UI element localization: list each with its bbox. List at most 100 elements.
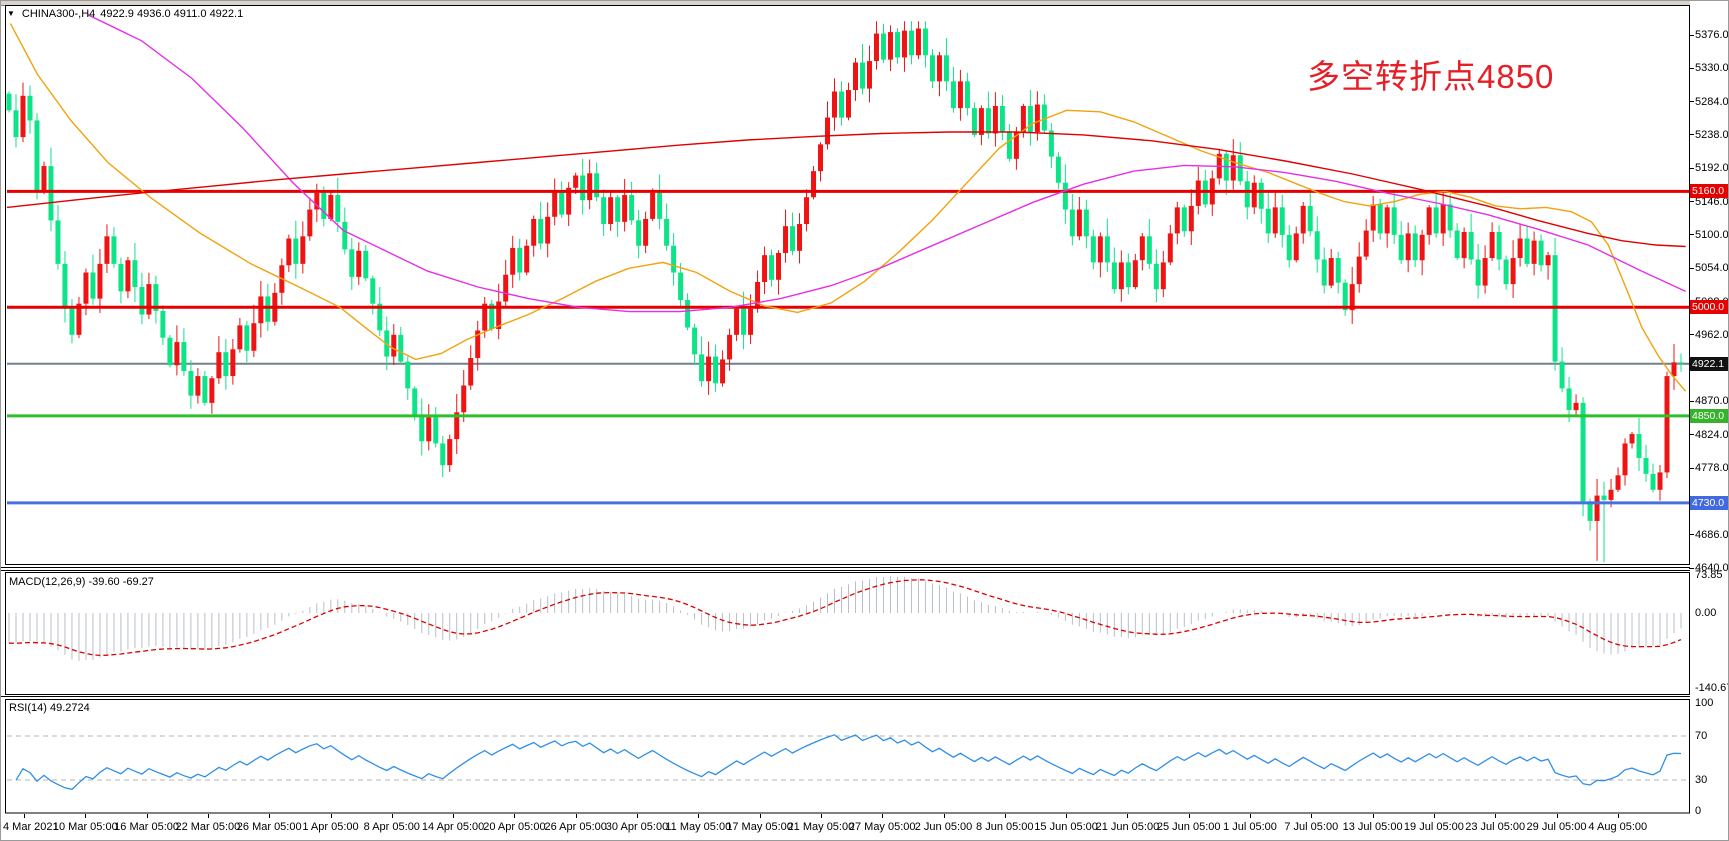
candle-body (1265, 208, 1271, 234)
candle-body (1307, 205, 1313, 232)
candle-body (335, 195, 341, 222)
time-tick-label: 14 Apr 05:00 (421, 821, 485, 833)
candle-body (748, 308, 754, 335)
candle-body (1300, 205, 1306, 234)
candle-body (1006, 132, 1012, 159)
indicator-axis-label: 100 (1695, 697, 1714, 709)
candle-body (55, 220, 61, 264)
price-badge-5160.0: 5160.0 (1690, 184, 1728, 199)
price-tick-mark (1689, 334, 1694, 336)
candle-body (174, 342, 180, 366)
time-tick-mark (514, 814, 516, 818)
candle-body (866, 61, 872, 89)
candle-body (671, 245, 677, 273)
macd-name: MACD(12,26,9) (9, 576, 86, 588)
time-tick-mark (1066, 814, 1068, 818)
candle-body (629, 195, 635, 221)
candle-body (419, 414, 425, 442)
candle-body (922, 28, 928, 56)
candle-body (1615, 475, 1621, 490)
time-tick-mark (146, 814, 148, 818)
time-tick-label: 11 May 05:00 (665, 821, 732, 833)
time-tick-label: 29 Jul 05:00 (1526, 821, 1587, 833)
candle-body (1027, 105, 1033, 133)
candle-body (433, 417, 439, 444)
candle-body (1580, 402, 1586, 502)
time-tick-mark (207, 814, 209, 818)
candle-body (1517, 238, 1523, 259)
candle-body (251, 323, 257, 351)
macd-panel[interactable] (5, 572, 1690, 695)
price-axis[interactable]: 5376.0 5330.0 5284.0 5238.0 5192.0 5146.0 5100… (1689, 1, 1729, 817)
candle-body (943, 55, 949, 82)
price-tick-mark (1689, 67, 1694, 69)
time-tick-label: 25 Jun 05:00 (1156, 821, 1221, 833)
candle-body (1104, 236, 1110, 263)
indicator-axis-label: 30 (1695, 774, 1708, 786)
candle-body (783, 226, 789, 253)
candle-body (1657, 472, 1663, 490)
indicator-axis-label: 73.85 (1695, 569, 1723, 581)
candle-body (1055, 156, 1061, 183)
candle-body (1125, 262, 1131, 288)
candle-body (852, 62, 858, 91)
time-tick-mark (1617, 814, 1619, 818)
price-tick-mark (1689, 434, 1694, 436)
candle-body (363, 250, 369, 279)
symbol-ohlc: 4922.9 4936.0 4911.0 4922.1 (100, 8, 244, 20)
candle-body (797, 224, 803, 251)
candle-body (1629, 434, 1635, 444)
time-tick-label: 4 Aug 05:00 (1588, 821, 1648, 833)
time-tick-label: 23 Jul 05:00 (1465, 821, 1526, 833)
candle-body (1468, 231, 1474, 260)
time-tick-label: 8 Apr 05:00 (363, 821, 420, 833)
indicator-axis-label: 70 (1695, 730, 1708, 742)
candle-body (111, 236, 117, 264)
candle-body (839, 91, 845, 118)
candle-body (1587, 501, 1593, 521)
time-tick-label: 2 Jun 05:00 (914, 821, 973, 833)
candle-body (1160, 262, 1166, 290)
candle-body (566, 187, 572, 215)
indicator-axis-label: 0 (1695, 805, 1702, 817)
candle-body (1342, 282, 1348, 311)
candle-body (1335, 258, 1341, 283)
candle-body (1356, 256, 1362, 285)
candle-body (461, 385, 467, 413)
candle-body (1258, 182, 1264, 209)
time-tick-mark (1372, 814, 1374, 818)
candle-body (349, 249, 355, 277)
price-tick-mark (1689, 134, 1694, 136)
candle-body (727, 334, 733, 360)
time-tick-mark (882, 814, 884, 818)
candle-body (90, 272, 96, 299)
candle-body (6, 93, 12, 111)
candle-body (608, 197, 614, 225)
candle-body (1475, 259, 1481, 286)
symbol-dropdown-icon[interactable]: ▼ (7, 9, 15, 18)
candle-body (167, 337, 173, 366)
time-tick-label: 26 Mar 05:00 (236, 821, 302, 833)
candle-body (118, 263, 124, 292)
candle-body (153, 284, 159, 311)
candle-body (985, 108, 991, 134)
price-tick-label: 5100.0 (1695, 228, 1729, 241)
candle-body (391, 334, 397, 357)
time-tick-label: 22 Mar 05:00 (175, 821, 241, 833)
candle-body (1020, 105, 1026, 133)
time-tick-label: 17 May 05:00 (726, 821, 793, 833)
chart-annotation-text: 多空转折点4850 (1307, 58, 1555, 95)
rsi-panel[interactable] (5, 699, 1690, 814)
candle-body (699, 354, 705, 382)
candle-body (454, 412, 460, 440)
time-tick-mark (1127, 814, 1129, 818)
candle-body (1188, 205, 1194, 232)
candle-body (27, 95, 33, 121)
candle-body (181, 342, 187, 372)
candle-body (237, 325, 243, 350)
time-tick-label: 16 Mar 05:00 (114, 821, 180, 833)
candle-body (48, 166, 54, 221)
candle-body (1349, 284, 1355, 311)
